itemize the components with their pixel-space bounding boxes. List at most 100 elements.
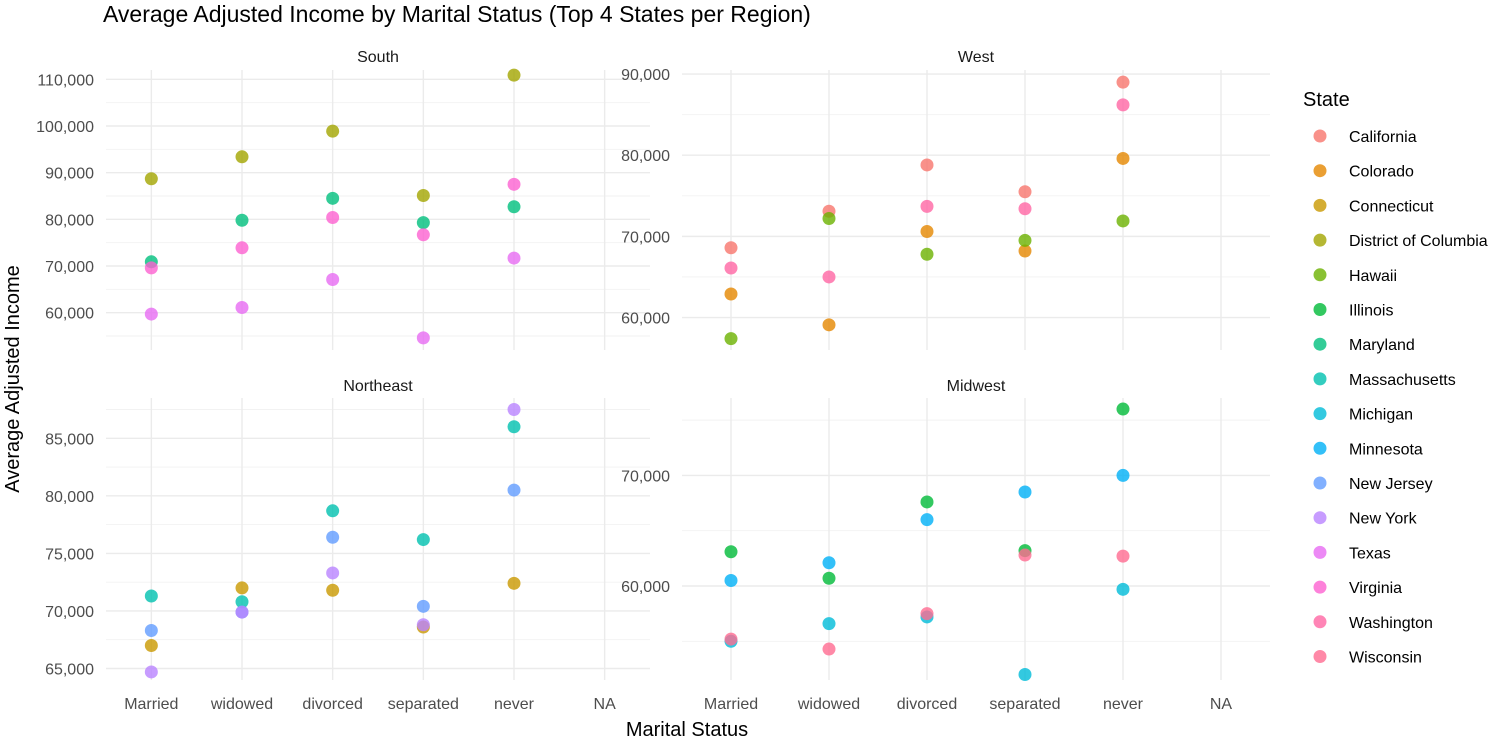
legend-label: Colorado (1349, 164, 1414, 181)
data-point (724, 632, 738, 646)
data-point (416, 331, 430, 345)
data-point (416, 618, 430, 632)
legend-item: Maryland (1313, 337, 1415, 354)
data-point (1116, 468, 1130, 482)
y-tick-label: 90,000 (621, 67, 670, 84)
data-point (416, 216, 430, 230)
legend-item: Washington (1313, 615, 1433, 632)
data-point (1018, 185, 1032, 199)
legend-key (1313, 650, 1327, 663)
data-point (507, 177, 521, 191)
y-tick-label: 80,000 (45, 489, 94, 506)
data-point (920, 247, 934, 261)
data-point (416, 599, 430, 613)
legend-label: Michigan (1349, 407, 1413, 424)
y-tick-label: 70,000 (621, 229, 670, 246)
data-point (724, 261, 738, 275)
legend-item: Colorado (1313, 164, 1414, 181)
data-point (1116, 98, 1130, 112)
data-point (1116, 402, 1130, 416)
y-tick-label: 90,000 (45, 166, 94, 183)
data-point (416, 189, 430, 203)
legend-label: Connecticut (1349, 198, 1434, 215)
panel-northeast: 65,000 70,000 75,000 80,000 85,000 Married wid… (45, 378, 650, 713)
legend-key (1313, 337, 1327, 351)
y-tick-label: 100,000 (36, 119, 94, 136)
y-tick-label: 70,000 (621, 468, 670, 485)
x-tick-label: separated (388, 696, 459, 713)
legend-key (1313, 233, 1327, 247)
legend-label: New Jersey (1349, 476, 1433, 493)
legend-key (1313, 303, 1327, 316)
data-point (724, 545, 738, 559)
y-tick-label: 65,000 (45, 661, 94, 678)
legend-item: Illinois (1313, 303, 1393, 320)
data-point (507, 251, 521, 265)
legend-item: Wisconsin (1313, 650, 1422, 667)
y-tick-label: 60,000 (45, 306, 94, 323)
data-point (144, 624, 158, 638)
data-point (822, 270, 836, 284)
data-point (144, 307, 158, 321)
panels: 60,000 70,000 80,000 90,000 100,000 110,000 So… (36, 49, 1270, 713)
data-point (326, 210, 340, 224)
x-tick-label: divorced (302, 696, 362, 713)
data-point (724, 287, 738, 301)
legend-key (1313, 441, 1327, 455)
x-tick-label: divorced (897, 696, 957, 713)
x-tick-label: never (494, 696, 535, 713)
data-point (416, 228, 430, 242)
x-tick-label: never (1103, 696, 1144, 713)
x-tick-label: widowed (797, 696, 860, 713)
legend-key (1313, 268, 1327, 282)
data-point (1116, 151, 1130, 165)
legend: State California Colorado Connecticut Distr… (1303, 89, 1488, 667)
legend-item: Hawaii (1313, 268, 1397, 285)
legend-label: Virginia (1349, 580, 1402, 597)
data-point (235, 241, 249, 255)
data-point (235, 213, 249, 227)
data-point (822, 318, 836, 332)
data-point (144, 665, 158, 679)
y-tick-label: 70,000 (45, 259, 94, 276)
data-point (1018, 233, 1032, 247)
data-point (1116, 549, 1130, 563)
y-tick-label: 60,000 (621, 311, 670, 328)
data-point (235, 150, 249, 164)
panel-west: 60,000 70,000 80,000 90,000 West (621, 49, 1270, 350)
data-point (920, 495, 934, 509)
legend-label: Minnesota (1349, 441, 1423, 458)
data-point (326, 566, 340, 580)
legend-key (1313, 407, 1327, 421)
x-tick-label: Married (124, 696, 178, 713)
data-point (235, 605, 249, 619)
data-point (326, 530, 340, 544)
data-point (1116, 214, 1130, 228)
data-point (235, 301, 249, 315)
y-tick-label: 75,000 (45, 546, 94, 563)
data-point (235, 595, 249, 609)
x-tick-label: Married (704, 696, 758, 713)
legend-label: Wisconsin (1349, 650, 1422, 667)
y-axis-title: Average Adjusted Income (2, 265, 24, 493)
data-point (326, 273, 340, 287)
data-point (1116, 75, 1130, 89)
legend-key (1313, 476, 1327, 490)
x-tick-label: widowed (210, 696, 273, 713)
data-point (144, 261, 158, 275)
data-point (1116, 582, 1130, 596)
legend-key (1313, 372, 1327, 386)
legend-item: California (1313, 129, 1417, 146)
legend-label: Hawaii (1349, 268, 1397, 285)
legend-item: Texas (1313, 545, 1391, 562)
legend-item: Virginia (1313, 580, 1402, 597)
data-point (144, 172, 158, 186)
legend-key (1313, 511, 1327, 525)
data-point (920, 607, 934, 621)
legend-key (1313, 198, 1327, 212)
legend-key (1313, 129, 1327, 143)
data-point (326, 124, 340, 138)
data-point (920, 225, 934, 239)
data-point (507, 403, 521, 417)
